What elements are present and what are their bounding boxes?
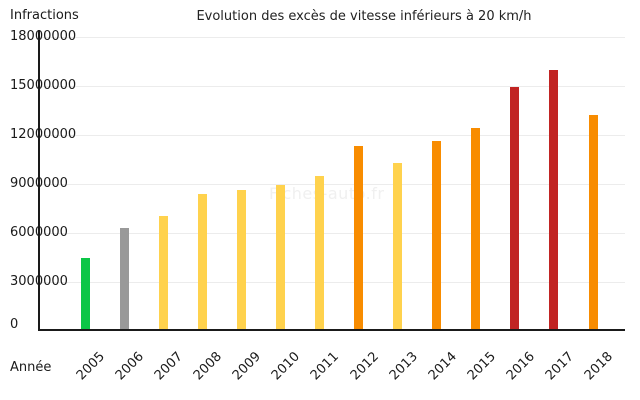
x-tick-label-2005: 2005 bbox=[73, 349, 108, 384]
y-tick-label-12000000: 12000000 bbox=[10, 127, 77, 142]
y-tick-label-9000000: 9000000 bbox=[10, 176, 68, 191]
bar-2012 bbox=[354, 146, 363, 329]
bar-2005 bbox=[81, 258, 90, 330]
x-tick-label-2017: 2017 bbox=[542, 349, 577, 384]
y-tick-label-3000000: 3000000 bbox=[10, 274, 68, 289]
x-tick-label-2016: 2016 bbox=[503, 349, 538, 384]
x-axis-line bbox=[38, 329, 625, 331]
y-tick-label-0: 0 bbox=[10, 317, 19, 332]
x-tick-label-2018: 2018 bbox=[581, 349, 616, 384]
bar-2015 bbox=[471, 128, 480, 329]
bar-2009 bbox=[237, 190, 246, 329]
y-tick-label-15000000: 15000000 bbox=[10, 78, 77, 93]
bar-2018 bbox=[589, 115, 598, 329]
bar-2013 bbox=[393, 163, 402, 329]
bar-2014 bbox=[432, 141, 441, 329]
gridline-9000000 bbox=[38, 184, 625, 185]
y-axis-title: Infractions bbox=[10, 8, 79, 23]
gridline-18000000 bbox=[38, 37, 625, 38]
x-tick-label-2012: 2012 bbox=[347, 349, 382, 384]
bar-2007 bbox=[159, 216, 168, 329]
x-tick-label-2013: 2013 bbox=[386, 349, 421, 384]
watermark: Fiches-auto.fr bbox=[269, 184, 385, 203]
y-tick-label-6000000: 6000000 bbox=[10, 225, 68, 240]
gridline-15000000 bbox=[38, 86, 625, 87]
x-tick-label-2014: 2014 bbox=[425, 349, 460, 384]
gridline-3000000 bbox=[38, 282, 625, 283]
y-tick-label-18000000: 18000000 bbox=[10, 29, 77, 44]
gridline-12000000 bbox=[38, 135, 625, 136]
gridline-6000000 bbox=[38, 233, 625, 234]
x-tick-label-2008: 2008 bbox=[190, 349, 225, 384]
bar-2008 bbox=[198, 194, 207, 329]
bar-2017 bbox=[549, 70, 558, 329]
x-tick-label-2010: 2010 bbox=[268, 349, 303, 384]
bar-2010 bbox=[276, 185, 285, 329]
bar-2006 bbox=[120, 228, 129, 329]
x-tick-label-2015: 2015 bbox=[464, 349, 499, 384]
x-tick-label-2007: 2007 bbox=[151, 349, 186, 384]
bar-2011 bbox=[315, 176, 324, 329]
y-axis-line bbox=[38, 30, 40, 331]
bar-2016 bbox=[510, 87, 519, 329]
x-tick-label-2006: 2006 bbox=[112, 349, 147, 384]
chart-title: Evolution des excès de vitesse inférieur… bbox=[196, 9, 532, 24]
x-tick-label-2011: 2011 bbox=[307, 349, 342, 384]
x-tick-label-2009: 2009 bbox=[229, 349, 264, 384]
x-axis-title: Année bbox=[10, 360, 52, 375]
